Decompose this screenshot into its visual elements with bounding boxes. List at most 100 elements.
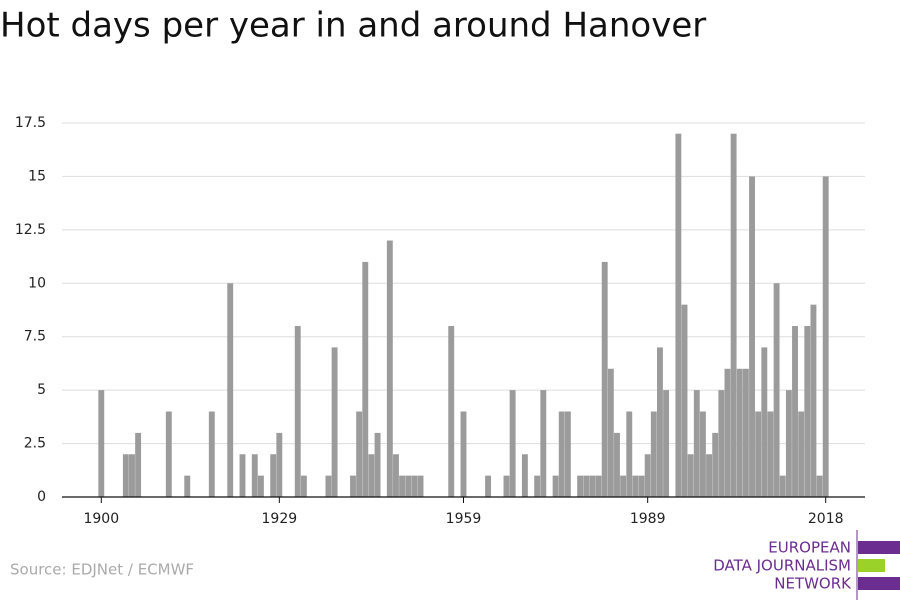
bar <box>270 454 277 497</box>
bar <box>663 390 670 497</box>
bar <box>724 368 731 497</box>
bar <box>448 326 455 497</box>
bar <box>276 432 283 497</box>
logo-text: NETWORK <box>774 575 852 593</box>
bar <box>638 475 645 497</box>
bar <box>208 411 215 497</box>
bar <box>540 390 547 497</box>
bar <box>706 454 713 497</box>
bar <box>718 390 725 497</box>
bar <box>730 133 737 497</box>
bar <box>583 475 590 497</box>
bar <box>552 475 559 497</box>
chart-title: Hot days per year in and around Hanover <box>0 6 706 46</box>
x-tick-label: 2018 <box>808 511 844 527</box>
x-tick-label: 1959 <box>446 511 482 527</box>
bar <box>595 475 602 497</box>
bar <box>503 475 510 497</box>
bar <box>251 454 258 497</box>
y-tick-label: 12.5 <box>15 222 46 238</box>
bar <box>822 176 829 497</box>
bar <box>773 283 780 497</box>
bar <box>368 454 375 497</box>
bar <box>331 347 338 497</box>
bar <box>257 475 264 497</box>
logo-text: DATA JOURNALISM <box>713 557 851 575</box>
bar <box>129 454 135 497</box>
y-tick-label: 2.5 <box>24 436 46 452</box>
bar <box>485 475 492 497</box>
bar <box>767 411 774 497</box>
bar <box>135 432 142 497</box>
bar <box>509 390 516 497</box>
bar <box>650 411 657 497</box>
bar <box>792 326 798 497</box>
bar <box>736 368 743 497</box>
logo: EUROPEAN DATA JOURNALISM NETWORK <box>713 530 900 600</box>
bar <box>657 347 663 497</box>
bar <box>374 432 381 497</box>
logo-text: EUROPEAN <box>768 539 851 557</box>
bar <box>356 411 363 497</box>
bar <box>405 475 412 497</box>
bar <box>411 475 418 497</box>
bar <box>607 368 614 497</box>
bar <box>165 411 172 497</box>
bar <box>785 390 792 497</box>
bar <box>620 475 627 497</box>
bar <box>687 454 694 497</box>
bar <box>350 475 356 497</box>
bar <box>98 390 105 497</box>
bar <box>589 475 596 497</box>
x-tick-label: 1900 <box>83 511 119 527</box>
bar <box>755 411 762 497</box>
bar <box>239 454 246 497</box>
y-tick-label: 0 <box>37 489 46 505</box>
bar <box>300 475 307 497</box>
bar <box>693 390 700 497</box>
bar <box>749 176 755 497</box>
bar <box>798 411 805 497</box>
bar <box>761 347 768 497</box>
bar <box>399 475 406 497</box>
bar <box>362 261 369 497</box>
bar <box>386 240 393 498</box>
bar <box>681 304 688 497</box>
bar <box>558 411 565 497</box>
y-tick-label: 5 <box>37 382 46 398</box>
x-tick-label: 1989 <box>630 511 666 527</box>
bar <box>626 411 633 497</box>
bar <box>699 411 706 497</box>
bar <box>644 454 651 497</box>
bar <box>325 475 332 497</box>
bar <box>577 475 584 497</box>
y-tick-label: 15 <box>28 168 46 184</box>
bar <box>614 432 620 497</box>
bar <box>534 475 541 497</box>
logo-bar <box>858 577 900 590</box>
y-tick-label: 7.5 <box>24 329 46 345</box>
logo-bar <box>858 559 885 572</box>
bar <box>521 454 528 497</box>
source: Source: EDJNet / ECMWF <box>10 561 194 579</box>
bar <box>632 475 639 497</box>
bar <box>742 368 749 497</box>
bar <box>601 261 608 497</box>
bar <box>675 133 682 497</box>
bar <box>564 411 571 497</box>
bar <box>184 475 191 497</box>
bar <box>460 411 467 497</box>
x-tick-label: 1929 <box>262 511 298 527</box>
bar <box>712 432 719 497</box>
y-tick-label: 10 <box>28 275 46 291</box>
bar <box>294 326 301 497</box>
logo-bar <box>858 541 900 554</box>
bar <box>227 283 234 497</box>
bar <box>810 304 817 497</box>
bar <box>816 475 823 497</box>
y-tick-label: 17.5 <box>15 115 46 131</box>
bar <box>393 454 399 497</box>
bar <box>417 475 424 497</box>
bar <box>122 454 129 497</box>
